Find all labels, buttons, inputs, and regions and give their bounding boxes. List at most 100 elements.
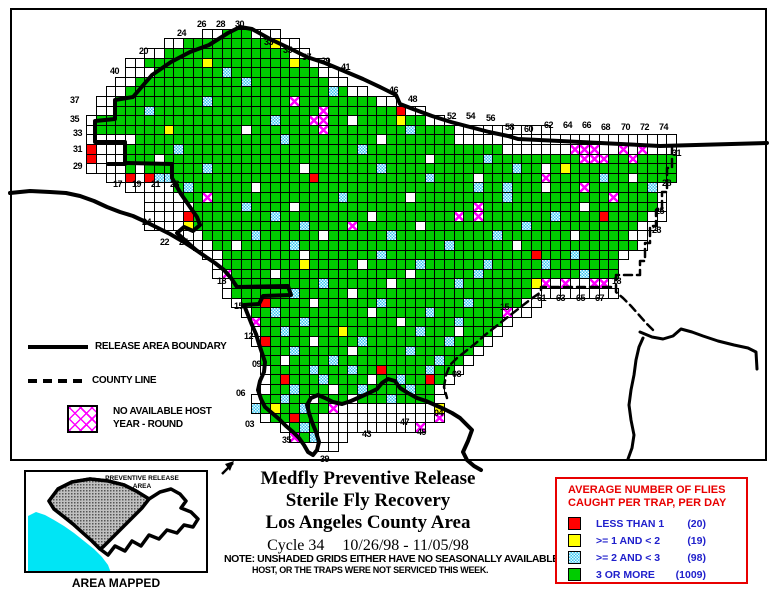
grid-label: 17 (113, 179, 123, 189)
grid-label: 62 (544, 120, 554, 130)
grid-label: 37 (302, 52, 312, 62)
grid-cell (434, 384, 445, 395)
grid-label: 37 (70, 95, 80, 105)
grid-label: 68 (601, 122, 611, 132)
legend-item-red: LESS THAN 1 (20) (557, 517, 746, 531)
inset-title-line1: PREVENTIVE RELEASE (105, 475, 179, 482)
grid-label: 52 (447, 111, 457, 121)
grid-cell (618, 250, 629, 260)
grid-label: 67 (595, 293, 605, 303)
grid-label: 21 (151, 179, 161, 189)
grid-label: 70 (621, 122, 631, 132)
date-range: 10/26/98 - 11/05/98 (342, 537, 469, 554)
legend-title: AVERAGE NUMBER OF FLIES CAUGHT PER TRAP,… (568, 484, 726, 509)
legend-title-line1: AVERAGE NUMBER OF FLIES (568, 484, 726, 496)
legend-item-count: (1009) (675, 569, 706, 581)
page-title-line2: Sterile Fly Recovery (285, 490, 451, 511)
legend-item-label: 3 OR MORE (596, 569, 655, 581)
grid-label: 56 (486, 113, 496, 123)
grid-label: 35 (282, 435, 292, 445)
grid-label: 15 (234, 301, 244, 311)
grid-label: 24 (177, 28, 187, 38)
grid-label: 39 (320, 454, 330, 464)
grid-label: 72 (640, 122, 650, 132)
fly-count-legend: AVERAGE NUMBER OF FLIES CAUGHT PER TRAP,… (555, 477, 748, 584)
legend-item-label: >= 2 AND < 3 (596, 552, 661, 564)
no-host-swatch (67, 405, 98, 433)
grid-label: 08 (452, 369, 462, 379)
grid-label: 28 (662, 178, 672, 188)
grid-label: 49 (417, 427, 427, 437)
grid-label: 12 (244, 331, 254, 341)
inset-release-area (47, 477, 151, 551)
grid-label: 43 (362, 429, 372, 439)
grid-label: 22 (160, 237, 170, 247)
county-line-label: COUNTY LINE (92, 375, 157, 386)
cyan-swatch (568, 551, 581, 564)
grid-label: 30 (235, 19, 245, 29)
county-line-sample (28, 379, 86, 383)
grid-label: 23 (170, 179, 180, 189)
legend-title-line2: CAUGHT PER TRAP, PER DAY (568, 496, 727, 509)
no-host-label-2: YEAR - ROUND (113, 419, 183, 430)
area-mapped-inset: PREVENTIVE RELEASE AREA (24, 470, 208, 573)
grid-label: 09 (252, 359, 262, 369)
cycle-and-dates: Cycle 34 10/26/98 - 11/05/98 (218, 537, 518, 555)
grid-label: 46 (389, 85, 399, 95)
grid-cell (608, 288, 619, 299)
grid-label: 33 (264, 37, 274, 47)
no-host-label-1: NO AVAILABLE HOST (113, 406, 212, 417)
legend-item-count: (20) (687, 518, 706, 530)
grid-label: 28 (216, 19, 226, 29)
grid-label: 06 (236, 388, 246, 398)
release-boundary-line-sample (28, 345, 88, 349)
grid-label: 19 (132, 179, 142, 189)
grid-label: 41 (341, 62, 351, 72)
inset-map-graphic (28, 477, 200, 571)
legend-item-count: (19) (687, 535, 706, 547)
grid-label: 66 (582, 120, 592, 130)
inset-title: PREVENTIVE RELEASE AREA (86, 475, 198, 491)
legend-item-yellow: >= 1 AND < 2 (19) (557, 534, 746, 548)
title-block: Medfly Preventive Release Sterile Fly Re… (218, 468, 518, 555)
green-swatch (568, 568, 581, 581)
grid-label: 58 (505, 122, 515, 132)
grid-cell (521, 307, 532, 318)
grid-label: 33 (73, 128, 83, 138)
grid-label: 24 (142, 217, 152, 227)
grid-label: 23 (652, 225, 662, 235)
grid-label: 18 (217, 276, 227, 286)
grid-label: 03 (245, 419, 255, 429)
grid-label: 15 (500, 302, 510, 312)
grid-label: 20 (139, 46, 149, 56)
grid-cell (502, 317, 513, 327)
grid-label: 61 (537, 293, 547, 303)
inset-ocean (28, 512, 111, 571)
red-swatch (568, 517, 581, 530)
grid-label: 29 (73, 161, 83, 171)
inset-caption: AREA MAPPED (71, 576, 161, 590)
grid-label: 64 (563, 120, 573, 130)
grid-label: 40 (110, 66, 120, 76)
grid-cell (328, 442, 339, 452)
legend-item-count: (98) (687, 552, 706, 564)
grid-cell (492, 326, 503, 337)
grid-cell (483, 336, 493, 347)
grid-label: 04 (434, 408, 444, 418)
grid-label: 31 (73, 144, 83, 154)
legend-item-cyan: >= 2 AND < 3 (98) (557, 551, 746, 565)
note-line1: NOTE: UNSHADED GRIDS EITHER HAVE NO SEAS… (224, 553, 559, 565)
legend-item-green: 3 OR MORE (1009) (557, 568, 746, 582)
grid-label: 25 (655, 206, 665, 216)
grid-label: 54 (466, 111, 476, 121)
grid-cell (338, 432, 348, 443)
inset-title-line2: AREA (132, 483, 152, 490)
grid-label: 65 (576, 293, 586, 303)
grid-label: 74 (659, 122, 669, 132)
page-title-line1: Medfly Preventive Release (260, 468, 476, 489)
grid-label: 35 (283, 45, 293, 55)
legend-item-label: >= 1 AND < 2 (596, 535, 661, 547)
grid-cell (473, 346, 484, 356)
grid-label: 63 (556, 293, 566, 303)
